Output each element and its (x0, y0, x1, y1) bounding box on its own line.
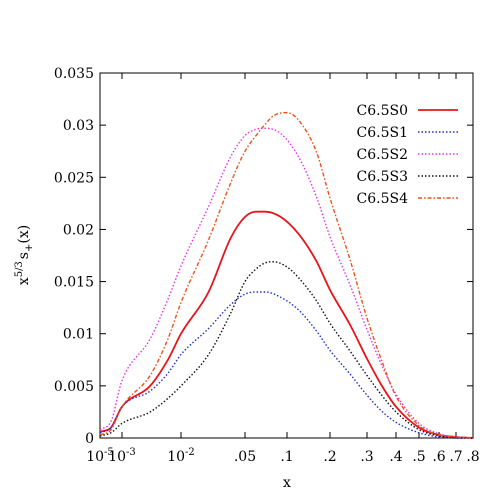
legend-label: C6.5S0 (357, 103, 408, 119)
axis-ticks: 00.0050.010.0150.020.0250.030.03510-510-… (54, 66, 480, 465)
x-tick-label: .05 (234, 449, 256, 465)
x-tick-label: .5 (412, 449, 425, 465)
legend-label: C6.5S1 (357, 125, 408, 141)
series-layer (99, 111, 474, 439)
x-tick-label: 10-3 (108, 447, 136, 465)
y-tick-label: 0.03 (63, 118, 94, 134)
x-tick-label: .2 (323, 449, 336, 465)
x-tick-label: .8 (466, 449, 479, 465)
legend: C6.5S0 C6.5S1 C6.5S2 C6.5S3 C6.5S4 (357, 103, 458, 207)
y-tick-label: 0.015 (54, 275, 94, 291)
plot-frame (99, 72, 474, 439)
legend-label: C6.5S2 (357, 147, 408, 163)
y-axis-label: x5/3s+(x) (14, 225, 35, 285)
x-tick-label: .6 (432, 449, 445, 465)
series-line-c6-5s4 (99, 111, 474, 439)
y-tick-label: 0.02 (63, 222, 94, 238)
y-tick-label: 0.01 (63, 327, 94, 343)
series-line-c6-5s2 (99, 127, 474, 439)
legend-label: C6.5S4 (357, 191, 409, 207)
series-line-c6-5s1 (99, 291, 473, 439)
series-line-c6-5s3 (99, 261, 473, 439)
x-tick-label: .1 (280, 449, 293, 465)
y-tick-label: 0 (85, 431, 94, 447)
y-tick-label: 0.025 (54, 170, 94, 186)
y-tick-label: 0.035 (54, 66, 94, 82)
series-line-c6-5s0 (99, 210, 474, 439)
x-tick-label: 10-2 (167, 447, 195, 465)
legend-label: C6.5S3 (357, 169, 408, 185)
x-tick-label: .4 (389, 449, 402, 465)
y-tick-label: 0.005 (54, 379, 94, 395)
x-tick-label: .7 (449, 449, 462, 465)
x-axis-label: x (283, 475, 291, 489)
x-tick-label: .3 (360, 449, 373, 465)
x-tick-label: 10-5 (86, 447, 114, 465)
